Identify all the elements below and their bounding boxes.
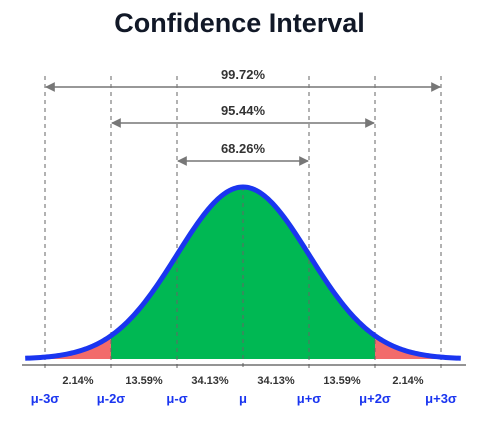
x-tick-label: μ-σ <box>166 391 187 406</box>
region-percent-label: 2.14% <box>392 375 423 387</box>
region-area <box>177 187 243 359</box>
chart-title: Confidence Interval <box>114 8 365 38</box>
region-area <box>45 335 111 359</box>
x-tick-label: μ-2σ <box>97 391 126 406</box>
x-tick-label: μ-3σ <box>31 391 60 406</box>
interval-label: 95.44% <box>221 103 266 118</box>
interval-label: 68.26% <box>221 141 266 156</box>
region-percent-label: 13.59% <box>323 375 361 387</box>
x-tick-label: μ <box>239 391 247 406</box>
region-area <box>243 187 309 359</box>
region-percent-label: 34.13% <box>257 375 295 387</box>
sigma-guide-lines <box>44 76 442 369</box>
x-tick-label: μ+σ <box>297 391 322 406</box>
interval-label: 99.72% <box>221 67 266 82</box>
region-area <box>375 335 441 359</box>
x-tick-label: μ+2σ <box>359 391 391 406</box>
bell-curve <box>24 184 462 361</box>
region-percent-label: 13.59% <box>125 375 163 387</box>
interval-arrows: 99.72% 95.44% 68.26% <box>45 67 441 166</box>
region-percent-label: 2.14% <box>62 375 93 387</box>
region-percent-label: 34.13% <box>191 375 229 387</box>
region-percent-labels: 2.14% 13.59% 34.13% 34.13% 13.59% 2.14% <box>62 375 423 387</box>
x-tick-label: μ+3σ <box>425 391 457 406</box>
x-tick-labels: μ-3σ μ-2σ μ-σ μ μ+σ μ+2σ μ+3σ <box>31 391 457 406</box>
bell-curve-layer <box>24 184 462 361</box>
